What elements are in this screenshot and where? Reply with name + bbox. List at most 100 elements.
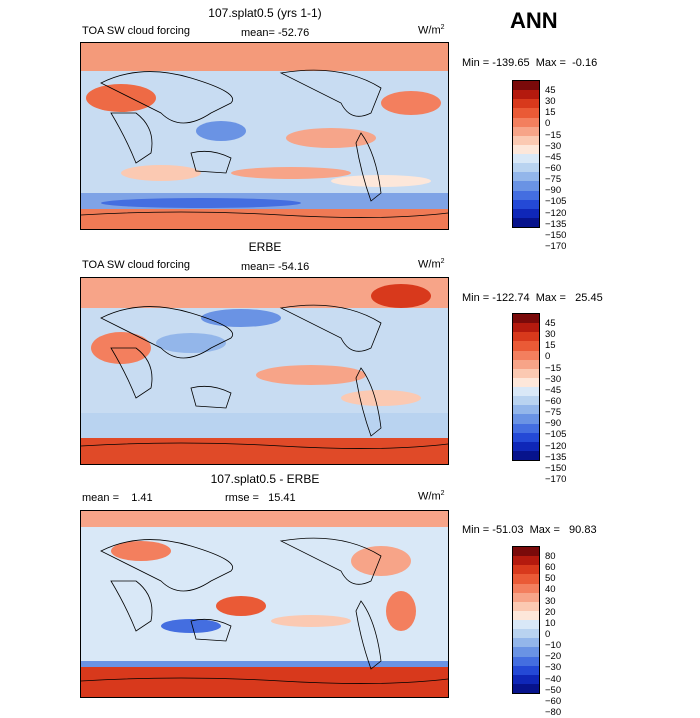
colorbar-tick-label: −150 bbox=[545, 229, 567, 241]
panel-title: ERBE bbox=[248, 240, 282, 254]
colorbar-swatch bbox=[513, 314, 539, 324]
colorbar-tick-label: −10 bbox=[545, 640, 562, 652]
colorbar-tick-label: −60 bbox=[545, 162, 562, 174]
colorbar-tick-label: −15 bbox=[545, 362, 562, 374]
colorbar-tick-label: −30 bbox=[545, 373, 562, 385]
colorbar-swatch bbox=[513, 565, 539, 575]
mean-value: -54.16 bbox=[278, 261, 310, 273]
colorbar-tick-label: −120 bbox=[545, 207, 567, 219]
colorbar-swatch bbox=[513, 556, 539, 566]
colorbar-tick-label: −15 bbox=[545, 129, 562, 141]
min-value: -51.03 bbox=[492, 524, 524, 536]
map-field-model bbox=[81, 43, 448, 229]
mean-label: mean= -52.76 bbox=[241, 27, 310, 39]
colorbar-tick-label: −30 bbox=[545, 140, 562, 152]
colorbar-tick-label: 80 bbox=[545, 551, 556, 562]
colorbar-swatch bbox=[513, 81, 539, 91]
colorbar-swatch bbox=[513, 665, 539, 675]
colorbar-swatch bbox=[513, 387, 539, 397]
colorbar-tick-label: −60 bbox=[545, 395, 562, 407]
mean-value: 1.41 bbox=[131, 492, 153, 504]
world-map bbox=[80, 42, 449, 230]
colorbar-tick-label: 60 bbox=[545, 562, 556, 574]
colorbar-tick-label: 0 bbox=[545, 351, 551, 363]
min-value: -122.74 bbox=[492, 292, 530, 304]
colorbar bbox=[512, 313, 540, 461]
colorbar-tick-label: 15 bbox=[545, 340, 556, 352]
colorbar-swatch bbox=[513, 583, 539, 593]
colorbar-swatch bbox=[513, 163, 539, 173]
colorbar-swatch bbox=[513, 108, 539, 118]
colorbar-tick-label: −120 bbox=[545, 440, 567, 452]
colorbar-labels: 45 30 15 0 −15 −30 −45 −60 −75 −90 −105 −120 −135 −15… bbox=[545, 318, 566, 485]
colorbar-swatch bbox=[513, 405, 539, 415]
colorbar-tick-label: 15 bbox=[545, 107, 556, 119]
colorbar-swatch bbox=[513, 181, 539, 191]
colorbar-swatch bbox=[513, 574, 539, 584]
panel-title: 107.splat0.5 - ERBE bbox=[210, 472, 320, 486]
units-label: W/m2 bbox=[418, 490, 445, 503]
colorbar-swatch bbox=[513, 683, 539, 693]
colorbar-tick-label: −150 bbox=[545, 462, 567, 474]
colorbar-tick-label: 50 bbox=[545, 573, 556, 585]
rmse-value: 15.41 bbox=[268, 492, 296, 504]
colorbar-swatch bbox=[513, 601, 539, 611]
variable-label: TOA SW cloud forcing bbox=[82, 259, 191, 271]
colorbar-tick-label: 0 bbox=[545, 118, 551, 130]
colorbar-labels: 45 30 15 0 −15 −30 −45 −60 −75 −90 −105 −120 −135 −15… bbox=[545, 85, 566, 252]
colorbar-swatch bbox=[513, 135, 539, 145]
colorbar-swatch bbox=[513, 423, 539, 433]
colorbar-tick-label: −90 bbox=[545, 185, 562, 197]
colorbar-tick-label: 10 bbox=[545, 617, 556, 629]
colorbar-tick-label: −80 bbox=[545, 706, 562, 718]
colorbar-tick-label: 30 bbox=[545, 96, 556, 108]
colorbar-tick-label: −75 bbox=[545, 407, 562, 419]
colorbar-swatch bbox=[513, 323, 539, 333]
colorbar-tick-label: 45 bbox=[545, 85, 556, 96]
colorbar-tick-label: 30 bbox=[545, 329, 556, 341]
colorbar-swatch bbox=[513, 154, 539, 164]
mean-value: -52.76 bbox=[278, 27, 310, 39]
colorbar-swatch bbox=[513, 592, 539, 602]
colorbar-tick-label: 30 bbox=[545, 595, 556, 607]
colorbar-tick-label: −170 bbox=[545, 240, 567, 252]
colorbar-tick-label: −105 bbox=[545, 196, 567, 208]
colorbar-swatch bbox=[513, 638, 539, 648]
colorbar-swatch bbox=[513, 414, 539, 424]
min-max-label: Min = -122.74 Max = 25.45 bbox=[462, 292, 603, 304]
colorbar-swatch bbox=[513, 359, 539, 369]
max-value: -0.16 bbox=[572, 57, 598, 69]
colorbar-swatch bbox=[513, 396, 539, 406]
colorbar-swatch bbox=[513, 629, 539, 639]
colorbar-swatch bbox=[513, 217, 539, 227]
panel-title: 107.splat0.5 (yrs 1-1) bbox=[208, 6, 322, 20]
colorbar-swatch bbox=[513, 144, 539, 154]
colorbar-swatch bbox=[513, 377, 539, 387]
colorbar-swatch bbox=[513, 368, 539, 378]
colorbar-tick-label: −170 bbox=[545, 473, 567, 485]
colorbar-swatch bbox=[513, 126, 539, 136]
colorbar-labels: 80 60 50 40 30 20 10 0 −10 −20 −30 −40 −50 −60 −80 bbox=[545, 551, 561, 718]
season-label: ANN bbox=[510, 8, 558, 33]
colorbar-swatch bbox=[513, 332, 539, 342]
min-max-label: Min = -139.65 Max = -0.16 bbox=[462, 57, 598, 69]
colorbar-swatch bbox=[513, 341, 539, 351]
colorbar-swatch bbox=[513, 547, 539, 557]
colorbar-swatch bbox=[513, 450, 539, 460]
colorbar-tick-label: 20 bbox=[545, 606, 556, 618]
colorbar-swatch bbox=[513, 350, 539, 360]
colorbar-swatch bbox=[513, 199, 539, 209]
map-field-difference bbox=[81, 511, 448, 697]
colorbar-tick-label: −50 bbox=[545, 684, 562, 696]
max-value: 25.45 bbox=[575, 292, 603, 304]
colorbar-tick-label: −40 bbox=[545, 673, 562, 685]
colorbar-tick-label: 45 bbox=[545, 318, 556, 329]
colorbar-swatch bbox=[513, 656, 539, 666]
colorbar-tick-label: 40 bbox=[545, 584, 556, 596]
colorbar-swatch bbox=[513, 620, 539, 630]
colorbar-tick-label: −45 bbox=[545, 384, 562, 396]
colorbar-swatch bbox=[513, 90, 539, 100]
world-map bbox=[80, 277, 449, 465]
colorbar-tick-label: −135 bbox=[545, 451, 567, 463]
colorbar-tick-label: −105 bbox=[545, 429, 567, 441]
